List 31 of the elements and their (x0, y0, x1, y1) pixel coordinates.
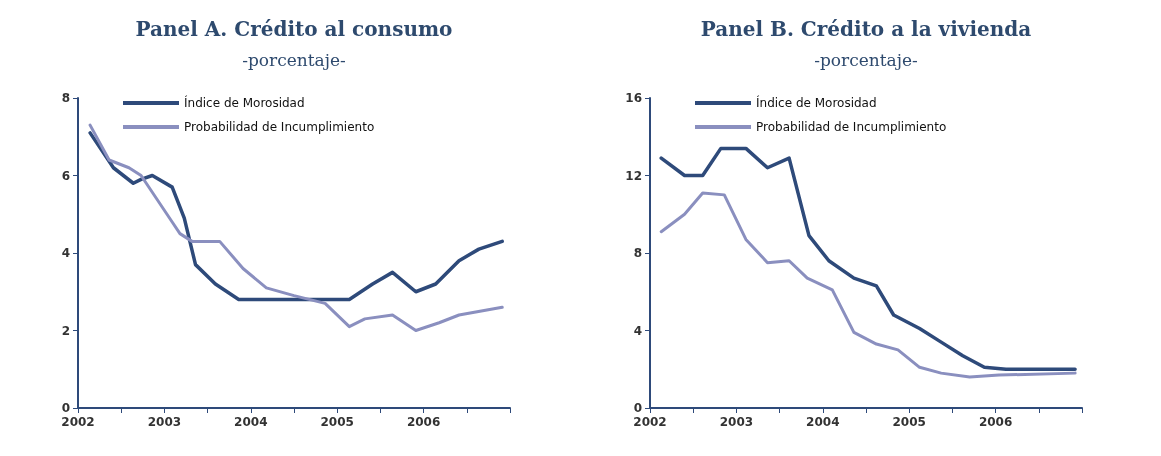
legend-label: Probabilidad de Incumplimiento (756, 120, 947, 134)
x-tick-label: 2004 (234, 415, 268, 429)
y-tick-label: 6 (61, 168, 70, 183)
chart-title: Panel B. Crédito a la vivienda (700, 17, 1032, 41)
x-tick-label: 2005 (320, 415, 354, 429)
x-tick-label: 2002 (633, 415, 667, 429)
y-tick-label: 8 (633, 246, 642, 260)
y-tick-label: 16 (625, 91, 642, 105)
x-tick-label: 2006 (406, 415, 441, 429)
chart-subtitle: -porcentaje- (242, 49, 346, 70)
legend-label: Índice de Morosidad (184, 95, 305, 110)
y-tick-label: 0 (633, 401, 642, 415)
y-tick-label: 0 (61, 401, 70, 415)
legend-label: Índice de Morosidad (756, 95, 877, 110)
x-tick-label: 2004 (806, 415, 840, 429)
x-tick-label: 2006 (978, 415, 1013, 429)
y-tick-label: 8 (61, 91, 70, 105)
y-tick-label: 12 (625, 168, 642, 183)
legend-label: Probabilidad de Incumplimiento (184, 120, 375, 134)
x-tick-label: 2002 (61, 415, 95, 429)
line-series (659, 191, 1077, 379)
y-tick-label: 4 (633, 323, 642, 338)
x-tick-label: 2005 (892, 415, 926, 429)
chart-subtitle: -porcentaje- (814, 49, 918, 70)
y-tick-label: 2 (61, 323, 70, 338)
line-series (659, 146, 1077, 371)
line-series (88, 123, 504, 332)
x-tick-label: 2003 (147, 415, 182, 429)
y-tick-label: 4 (61, 246, 70, 260)
x-tick-label: 2003 (719, 415, 754, 429)
chart-title: Panel A. Crédito al consumo (135, 17, 453, 41)
